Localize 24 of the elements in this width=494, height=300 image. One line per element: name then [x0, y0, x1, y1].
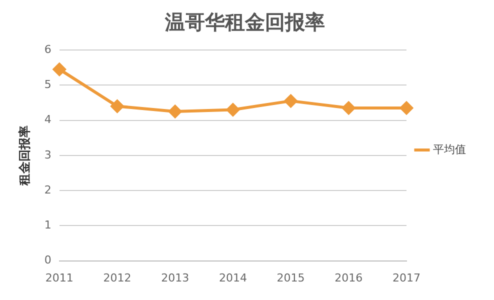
y-tick-label: 5	[44, 78, 52, 91]
chart-title: 温哥华租金回报率	[164, 10, 325, 34]
legend-label: 平均值	[433, 142, 466, 156]
point	[110, 100, 124, 113]
y-tick-label: 1	[44, 218, 52, 232]
y-tick-label: 4	[44, 113, 52, 126]
y-tick-label: 6	[44, 42, 52, 56]
point	[284, 94, 298, 108]
x-tick-label: 2014	[218, 271, 247, 284]
y-tick-label: 3	[44, 148, 52, 162]
x-tick-label: 2012	[103, 271, 132, 284]
point	[168, 104, 182, 118]
x-tick-label: 2015	[276, 271, 305, 284]
y-tick-label: 2	[44, 183, 52, 196]
point	[52, 62, 66, 76]
x-tick-label: 2011	[45, 271, 74, 284]
y-tick-label: 0	[44, 254, 52, 267]
point	[342, 101, 356, 114]
point	[226, 103, 240, 116]
point	[400, 101, 413, 114]
x-tick-label: 2013	[161, 271, 190, 284]
x-tick-label: 2017	[392, 271, 420, 284]
x-tick-label: 2016	[334, 271, 363, 284]
y-axis-title: 租金回报率	[17, 125, 32, 186]
